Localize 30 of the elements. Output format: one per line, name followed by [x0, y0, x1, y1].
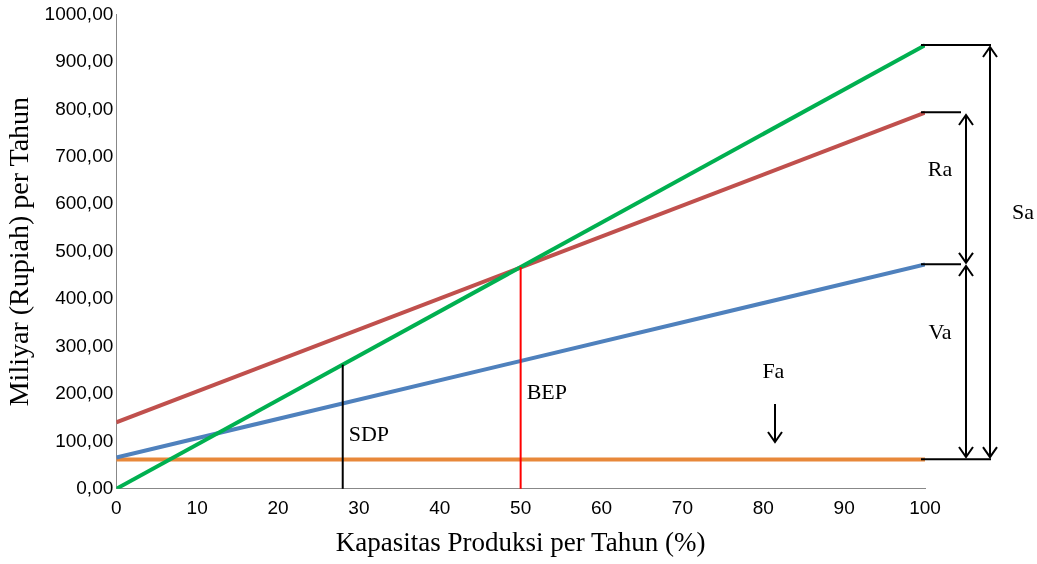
text: Ra [927, 155, 953, 182]
y-tick-label: 400,00 [55, 287, 114, 309]
x-tick-label: 100 [909, 497, 941, 519]
x-tick-label: 0 [110, 497, 122, 519]
x-tick-label: 40 [429, 497, 451, 519]
y-tick-label: 1000,00 [44, 2, 114, 24]
text: Va [928, 318, 952, 345]
y-tick-label: 900,00 [55, 50, 114, 72]
ref-line-label: SDP [348, 421, 390, 447]
y-axis-title: Miliyar (Rupiah) per Tahun [3, 96, 35, 407]
y-tick-label: 300,00 [55, 334, 114, 356]
y-tick-label: 500,00 [55, 239, 114, 261]
y-tick-label: 200,00 [55, 382, 114, 404]
x-tick-label: 90 [833, 497, 855, 519]
y-tick-label: 0,00 [76, 477, 114, 499]
y-tick-label: 100,00 [55, 429, 114, 451]
x-axis-title: Kapasitas Produksi per Tahun (%) [335, 526, 706, 557]
ref-line-label: BEP [526, 379, 567, 405]
y-tick-label: 600,00 [55, 192, 114, 214]
y-tick-label: 700,00 [55, 144, 114, 166]
annotation: Fa [762, 358, 785, 385]
text: Sa [1012, 199, 1034, 226]
x-tick-label: 70 [671, 497, 693, 519]
x-tick-label: 10 [186, 497, 208, 519]
x-tick-label: 80 [752, 497, 774, 519]
x-tick-label: 50 [510, 497, 532, 519]
x-tick-label: 30 [348, 497, 370, 519]
y-tick-label: 800,00 [55, 97, 114, 119]
x-tick-label: 60 [590, 497, 613, 519]
x-tick-label: 20 [267, 497, 289, 519]
